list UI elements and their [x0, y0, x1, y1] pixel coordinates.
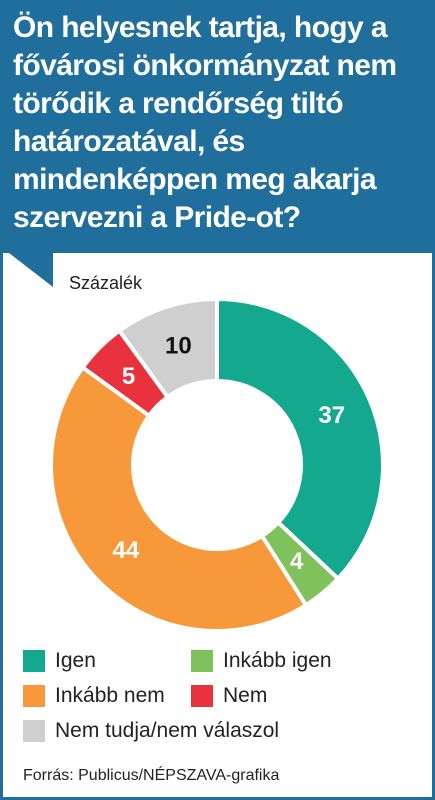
banner-tab: [9, 253, 53, 287]
legend-swatch: [23, 685, 45, 707]
unit-label: Százalék: [69, 273, 143, 293]
legend-item-inkabb-igen: Inkább igen: [191, 649, 332, 673]
legend-swatch: [191, 650, 213, 672]
title-banner: Ön helyesnek tartja, hogy a fővárosi önk…: [3, 3, 432, 253]
source-credit: Forrás: Publicus/NÉPSZAVA-grafika: [23, 767, 280, 784]
legend-label: Nem tudja/nem válaszol: [55, 719, 280, 742]
donut-slice-igen: [215, 296, 385, 582]
legend-item-nem-tudja: Nem tudja/nem válaszol: [23, 719, 279, 743]
legend-swatch: [23, 650, 45, 672]
legend-label: Inkább nem: [55, 684, 165, 707]
legend-label: Nem: [223, 684, 268, 707]
legend-label: Igen: [55, 649, 96, 672]
slice-value-label: 5: [122, 363, 135, 390]
chart-title: Ön helyesnek tartja, hogy a fővárosi önk…: [13, 11, 397, 234]
legend-swatch: [191, 685, 213, 707]
donut-slice-nem-tudja-nem-v-laszol: [116, 296, 219, 400]
slice-value-label: 10: [165, 333, 192, 360]
legend-item-igen: Igen: [23, 649, 96, 673]
legend-item-inkabb-nem: Inkább nem: [23, 684, 165, 708]
slice-value-label: 37: [318, 402, 345, 429]
slice-value-label: 4: [290, 548, 304, 575]
slice-value-label: 44: [113, 537, 140, 564]
legend-item-nem: Nem: [191, 684, 267, 708]
donut-slice-ink-bb-nem: [49, 364, 309, 633]
legend-swatch: [23, 720, 45, 742]
legend-label: Inkább igen: [223, 649, 332, 672]
